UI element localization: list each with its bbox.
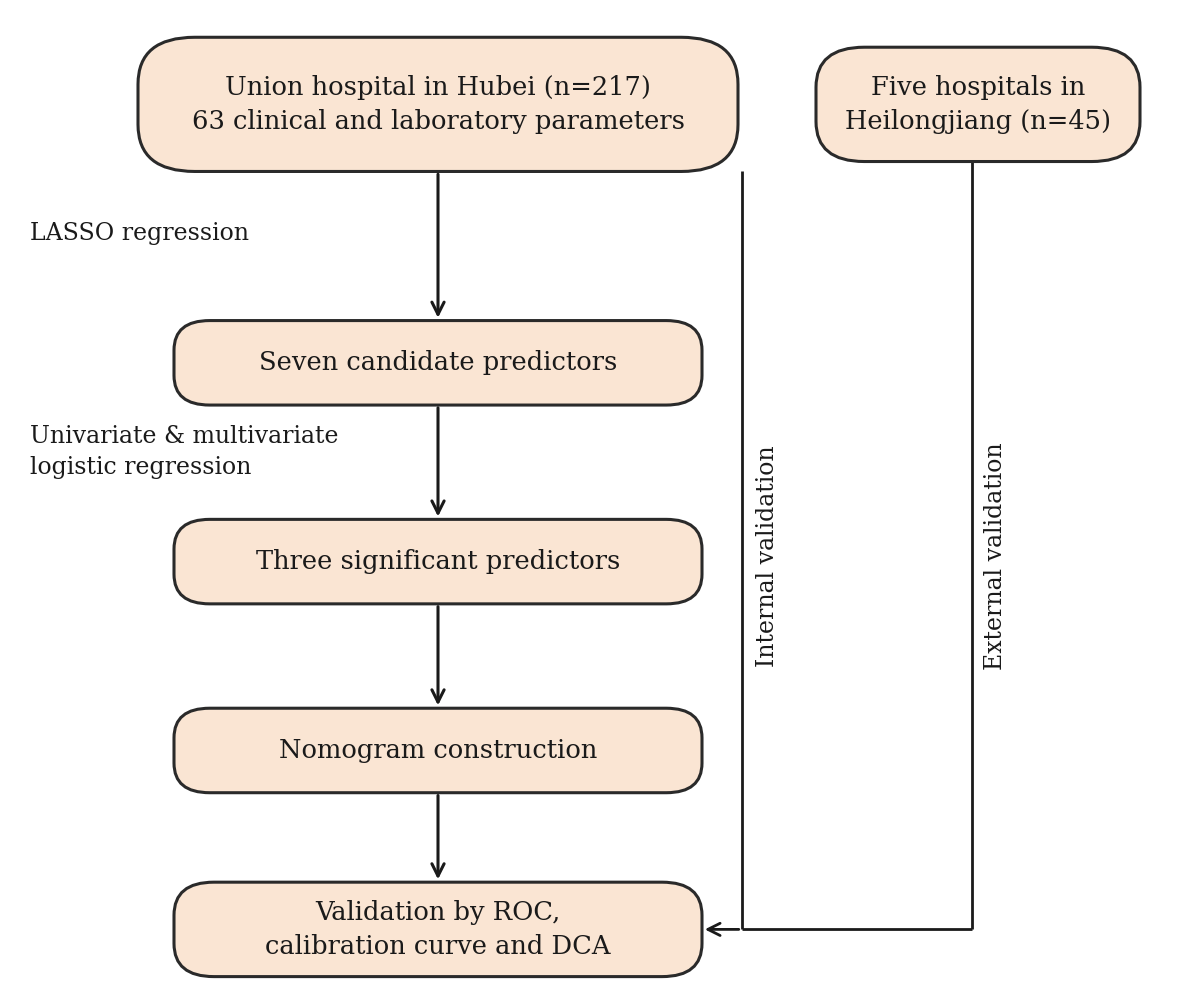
- FancyBboxPatch shape: [138, 37, 738, 171]
- Text: Three significant predictors: Three significant predictors: [256, 549, 620, 575]
- Text: Five hospitals in
Heilongjiang (n=45): Five hospitals in Heilongjiang (n=45): [845, 75, 1111, 134]
- Text: LASSO regression: LASSO regression: [30, 222, 250, 246]
- FancyBboxPatch shape: [174, 320, 702, 405]
- FancyBboxPatch shape: [174, 519, 702, 603]
- Text: Univariate & multivariate
logistic regression: Univariate & multivariate logistic regre…: [30, 425, 338, 479]
- Text: External validation: External validation: [984, 443, 1008, 670]
- FancyBboxPatch shape: [174, 883, 702, 976]
- Text: Nomogram construction: Nomogram construction: [278, 738, 598, 763]
- FancyBboxPatch shape: [174, 708, 702, 793]
- Text: Union hospital in Hubei (n=217)
63 clinical and laboratory parameters: Union hospital in Hubei (n=217) 63 clini…: [192, 75, 684, 134]
- Text: Internal validation: Internal validation: [756, 446, 780, 667]
- FancyBboxPatch shape: [816, 47, 1140, 161]
- Text: Validation by ROC,
calibration curve and DCA: Validation by ROC, calibration curve and…: [265, 900, 611, 959]
- Text: Seven candidate predictors: Seven candidate predictors: [259, 350, 617, 376]
